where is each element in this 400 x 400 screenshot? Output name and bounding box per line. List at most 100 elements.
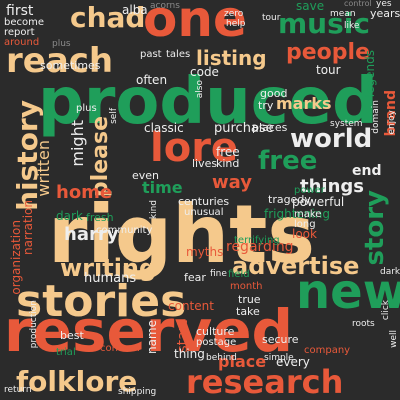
word-concern: concern xyxy=(100,343,140,354)
word-fresh: fresh xyxy=(86,211,114,224)
word-secure: secure xyxy=(262,333,299,346)
word-home: home xyxy=(56,182,113,203)
word-postage: postage xyxy=(196,337,237,348)
word-research: research xyxy=(186,363,344,400)
word-writing: writing xyxy=(60,254,157,282)
word-also: also xyxy=(195,80,205,99)
word-often: often xyxy=(136,73,168,87)
word-enjoy: enjoy xyxy=(387,110,397,135)
word-save: save xyxy=(296,0,325,13)
word-end: end xyxy=(352,163,382,179)
word-powerful: powerful xyxy=(292,195,345,209)
word-thing: culture xyxy=(196,325,235,338)
word-system: system xyxy=(330,119,363,129)
word-long: long xyxy=(294,219,316,230)
word-well: return xyxy=(4,385,32,395)
word-good: good xyxy=(260,87,288,100)
word-fi: free xyxy=(216,145,240,159)
word-narration: narration xyxy=(21,200,35,255)
word-place: place xyxy=(218,352,267,371)
word-fear: fear xyxy=(184,271,206,284)
word-click: well xyxy=(389,330,399,348)
word-unusual: unusual xyxy=(184,207,224,218)
word-look: look xyxy=(292,227,317,241)
word-rights: rights xyxy=(48,188,315,281)
word-purchase: purchase xyxy=(214,121,274,136)
word-alba: alba xyxy=(122,3,148,17)
word-like-2: tour xyxy=(316,63,341,77)
word-time: time xyxy=(142,178,183,197)
word-help: kind xyxy=(216,157,240,170)
word-people: people xyxy=(286,40,370,65)
word-roots: click xyxy=(381,300,391,321)
word-reserved: reserved xyxy=(4,297,294,365)
word-harry: harry xyxy=(64,224,119,245)
word-folklore: folklore xyxy=(16,365,138,398)
word-become: become xyxy=(4,17,45,28)
word-sometimes: sometimes xyxy=(40,59,101,72)
word-self: self xyxy=(109,108,119,124)
word-world: world xyxy=(290,124,373,154)
word-true: true xyxy=(238,293,261,306)
word-frightening: frightening xyxy=(264,207,330,221)
word-past: past xyxy=(140,49,162,60)
word-behind: simple xyxy=(264,353,294,363)
word-one: one xyxy=(143,0,247,48)
word-trial: trial xyxy=(56,347,76,358)
word-might: might xyxy=(68,120,87,167)
word-story: story xyxy=(360,190,390,266)
word-company: company xyxy=(304,345,351,356)
word-even: centuries xyxy=(178,195,230,208)
word-control: mean xyxy=(330,9,356,19)
word-things: things xyxy=(300,176,365,197)
word-tragedy: tragedy xyxy=(268,193,311,206)
word-shipping: shipping xyxy=(118,387,157,397)
word-reach: reach xyxy=(6,41,114,81)
word-fine: fine xyxy=(210,269,227,279)
word-make: make xyxy=(294,209,322,220)
word-chad: chad xyxy=(70,1,146,34)
word-name: name xyxy=(145,320,159,355)
word-legends: legends xyxy=(363,50,377,98)
word-advertise: advertise xyxy=(232,252,360,280)
word-safe: domain xyxy=(371,100,381,134)
word-organization: kind xyxy=(149,200,159,220)
word-regarding: regarding xyxy=(226,239,294,255)
word-new: new xyxy=(296,264,400,320)
word-lore: lore xyxy=(150,125,239,171)
word-darkness: control xyxy=(344,0,372,8)
word-produced: produced xyxy=(38,65,378,139)
word-listing: listing xyxy=(196,46,267,70)
word-try: try xyxy=(258,99,274,112)
word-tour: help xyxy=(226,19,246,29)
word-build-2: plus xyxy=(76,103,97,114)
word-tales: tales xyxy=(166,49,191,60)
word-report: report xyxy=(4,27,35,38)
word-something: organization xyxy=(9,220,23,295)
word-use: myths xyxy=(186,245,224,259)
word-dark: dark xyxy=(56,209,83,223)
word-month: month xyxy=(230,281,263,292)
word-code: code xyxy=(190,65,219,79)
word-around: around xyxy=(4,37,40,48)
word-written: written xyxy=(34,140,53,197)
word-humans: humans xyxy=(84,271,137,286)
word-stories: stories xyxy=(16,276,187,327)
word-like: tour xyxy=(262,13,281,23)
word-places: places xyxy=(252,121,288,134)
word-first: first xyxy=(6,3,34,19)
word-simple: roots xyxy=(352,319,375,329)
word-domain: like xyxy=(344,21,360,31)
word-plan: zero xyxy=(224,9,244,19)
word-though: community xyxy=(96,225,153,236)
word-centuries: even xyxy=(132,169,160,182)
word-plus: darkness xyxy=(380,267,400,277)
word-best: best xyxy=(60,329,84,342)
word-build: plus xyxy=(52,39,71,49)
word-free: free xyxy=(258,146,318,176)
word-music: music xyxy=(278,7,370,40)
word-lives: lives xyxy=(192,157,218,170)
word-power: power xyxy=(294,185,325,196)
word-take: take xyxy=(236,305,260,318)
